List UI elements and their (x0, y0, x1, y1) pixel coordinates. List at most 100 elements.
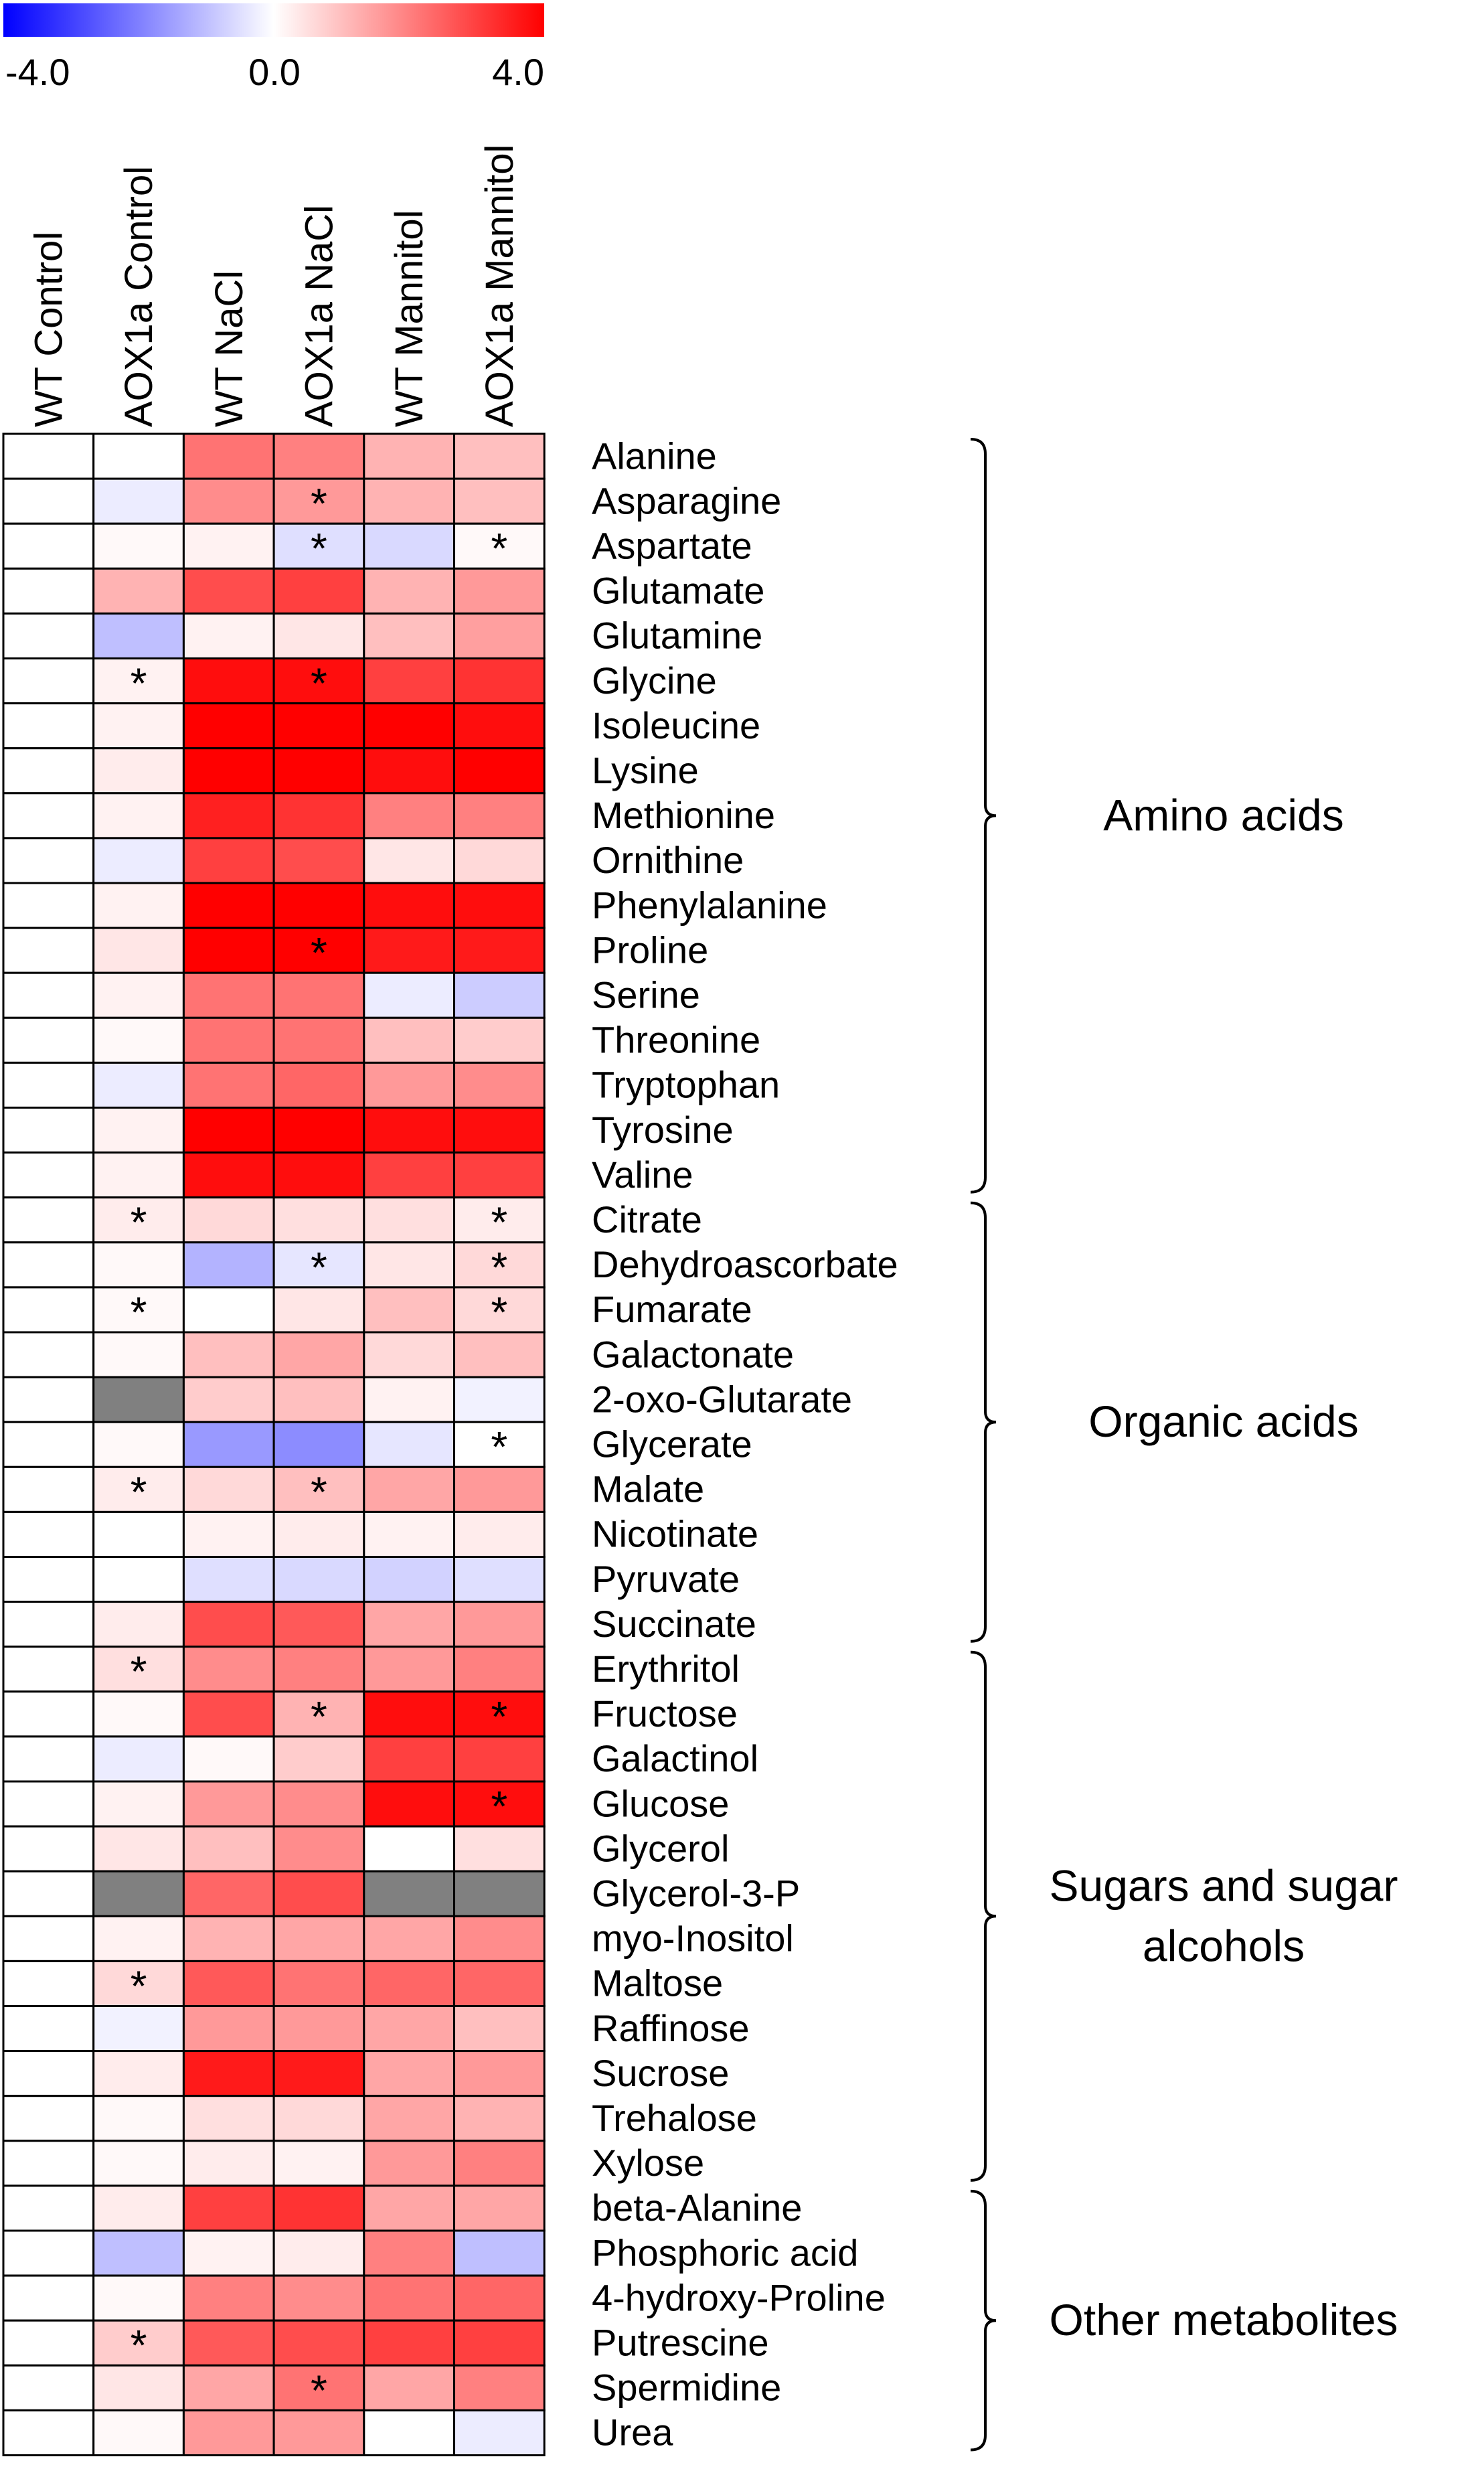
heatmap-cell-isoleucine-aox1a-control (92, 702, 185, 750)
heatmap-cell-pyruvate-aox1a-control (92, 1556, 185, 1603)
row-label-succinate: Succinate (592, 1603, 756, 1645)
heatmap-cell-2-oxo-glutarate-wt-nacl (182, 1376, 275, 1423)
heatmap-cell-dehydroascorbate-wt-control (2, 1241, 95, 1289)
heatmap-cell-trehalose-aox1a-mannitol (453, 2095, 546, 2142)
heatmap-cell-maltose-aox1a-control (92, 1960, 185, 2007)
heatmap-cell-phenylalanine-aox1a-control (92, 882, 185, 929)
heatmap-cell-methionine-wt-control (2, 792, 95, 840)
heatmap-cell-myo-inositol-aox1a-nacl (272, 1915, 365, 1962)
heatmap-cell-spermidine-aox1a-mannitol (453, 2364, 546, 2411)
row-label-malate: Malate (592, 1468, 704, 1510)
heatmap-cell-asparagine-wt-control (2, 477, 95, 525)
heatmap-cell-nicotinate-aox1a-control (92, 1510, 185, 1558)
significance-marker: * (311, 929, 327, 977)
heatmap-cell-glycerol-wt-control (2, 1825, 95, 1873)
column-label-wt-nacl: WT NaCl (208, 270, 251, 427)
group-label: Other metabolites (1050, 2295, 1398, 2344)
heatmap-cell-beta-alanine-wt-nacl (182, 2184, 275, 2232)
heatmap-cell-citrate-wt-nacl (182, 1196, 275, 1244)
row-label-glycerol-3-p: Glycerol-3-P (592, 1873, 800, 1915)
heatmap-cell-citrate-aox1a-nacl (272, 1196, 365, 1244)
row-label-spermidine: Spermidine (592, 2367, 781, 2409)
heatmap-cell-pyruvate-wt-mannitol (363, 1556, 455, 1603)
heatmap-cell-pyruvate-aox1a-nacl (272, 1556, 365, 1603)
significance-marker: * (131, 2321, 147, 2369)
heatmap-cell-aspartate-wt-control (2, 522, 95, 570)
heatmap-cell-asparagine-wt-mannitol (363, 477, 455, 525)
heatmap-cell-isoleucine-wt-mannitol (363, 702, 455, 750)
heatmap-cell-glycerate-wt-nacl (182, 1421, 275, 1468)
row-label-valine: Valine (592, 1153, 693, 1196)
significance-marker: * (311, 479, 327, 528)
heatmap-cell-ornithine-wt-mannitol (363, 837, 455, 884)
heatmap-cell-phenylalanine-aox1a-mannitol (453, 882, 546, 929)
heatmap-cell-myo-inositol-wt-nacl (182, 1915, 275, 1962)
heatmap-cell-trehalose-wt-mannitol (363, 2095, 455, 2142)
heatmap-cell-glycine-wt-nacl (182, 657, 275, 705)
heatmap-cell-glucose-aox1a-mannitol (453, 1780, 546, 1828)
row-label-aspartate: Aspartate (592, 525, 752, 567)
heatmap-cell-proline-aox1a-control (92, 927, 185, 974)
heatmap-cell-glutamine-wt-mannitol (363, 612, 455, 660)
heatmap-cell-xylose-wt-control (2, 2140, 95, 2187)
row-label-pyruvate: Pyruvate (592, 1558, 740, 1600)
significance-marker: * (491, 1243, 507, 1291)
heatmap-cell-myo-inositol-wt-control (2, 1915, 95, 1962)
row-label-beta-alanine: beta-Alanine (592, 2186, 802, 2229)
heatmap-cell-ornithine-wt-control (2, 837, 95, 884)
significance-marker: * (491, 1288, 507, 1336)
group-label: Amino acids (1103, 790, 1344, 840)
heatmap-cell-urea-wt-nacl (182, 2409, 275, 2456)
row-label-fructose: Fructose (592, 1692, 738, 1735)
heatmap-cell-sucrose-wt-mannitol (363, 2050, 455, 2097)
heatmap-cell-fructose-wt-control (2, 1690, 95, 1738)
heatmap-cell-ornithine-aox1a-nacl (272, 837, 365, 884)
heatmap-cell-galactinol-aox1a-control (92, 1735, 185, 1783)
heatmap-cell-phenylalanine-wt-nacl (182, 882, 275, 929)
heatmap-cell-tryptophan-aox1a-nacl (272, 1061, 365, 1109)
row-label-threonine: Threonine (592, 1019, 760, 1061)
heatmap-cell-fumarate-aox1a-mannitol (453, 1286, 546, 1334)
row-label-phenylalanine: Phenylalanine (592, 884, 827, 926)
heatmap-cell-glucose-aox1a-control (92, 1780, 185, 1828)
heatmap-cell-glycine-wt-mannitol (363, 657, 455, 705)
heatmap-cell-isoleucine-wt-control (2, 702, 95, 750)
significance-marker: * (491, 1692, 507, 1741)
heatmap-cell-sucrose-aox1a-control (92, 2050, 185, 2097)
row-label-glycerate: Glycerate (592, 1423, 752, 1465)
significance-marker: * (491, 1782, 507, 1830)
heatmap-cell-alanine-aox1a-nacl (272, 432, 365, 480)
significance-marker: * (311, 1692, 327, 1741)
heatmap-cell-dehydroascorbate-aox1a-mannitol (453, 1241, 546, 1289)
column-label-wt-control: WT Control (27, 232, 70, 427)
heatmap-cell-xylose-wt-mannitol (363, 2140, 455, 2187)
heatmap-cell-serine-wt-control (2, 971, 95, 1019)
heatmap-cell-aspartate-aox1a-control (92, 522, 185, 570)
heatmap-cell-putrescine-aox1a-nacl (272, 2319, 365, 2367)
row-label-maltose: Maltose (592, 1962, 723, 2004)
heatmap-cell-4-hydroxy-proline-wt-mannitol (363, 2274, 455, 2322)
heatmap-cell-beta-alanine-wt-control (2, 2184, 95, 2232)
color-scale-max-label: 4.0 (492, 51, 544, 93)
heatmap-cell-proline-aox1a-mannitol (453, 927, 546, 974)
heatmap-cell-tyrosine-wt-mannitol (363, 1107, 455, 1154)
heatmap-cell-4-hydroxy-proline-wt-nacl (182, 2274, 275, 2322)
heatmap-cell-galactinol-wt-control (2, 1735, 95, 1783)
heatmap-cell-beta-alanine-wt-mannitol (363, 2184, 455, 2232)
heatmap-cell-tryptophan-aox1a-mannitol (453, 1061, 546, 1109)
heatmap-cell-erythritol-aox1a-control (92, 1646, 185, 1693)
heatmap-cell-spermidine-wt-mannitol (363, 2364, 455, 2411)
heatmap-cell-glycerol-3-p-wt-control (2, 1870, 95, 1917)
group-bracket-sugars-and-sugar-alcohols (970, 1650, 997, 2182)
significance-marker: * (311, 524, 327, 572)
heatmap-cell-trehalose-wt-nacl (182, 2095, 275, 2142)
heatmap-cell-glycerol-3-p-aox1a-mannitol (453, 1870, 546, 1917)
heatmap-cell-glycerate-aox1a-control (92, 1421, 185, 1468)
row-label-methionine: Methionine (592, 794, 775, 836)
significance-marker: * (311, 659, 327, 708)
heatmap-cell-alanine-wt-control (2, 432, 95, 480)
heatmap-cell-valine-wt-control (2, 1151, 95, 1199)
heatmap-cell-isoleucine-aox1a-nacl (272, 702, 365, 750)
heatmap-cell-pyruvate-wt-nacl (182, 1556, 275, 1603)
heatmap-cell-galactonate-aox1a-nacl (272, 1331, 365, 1378)
